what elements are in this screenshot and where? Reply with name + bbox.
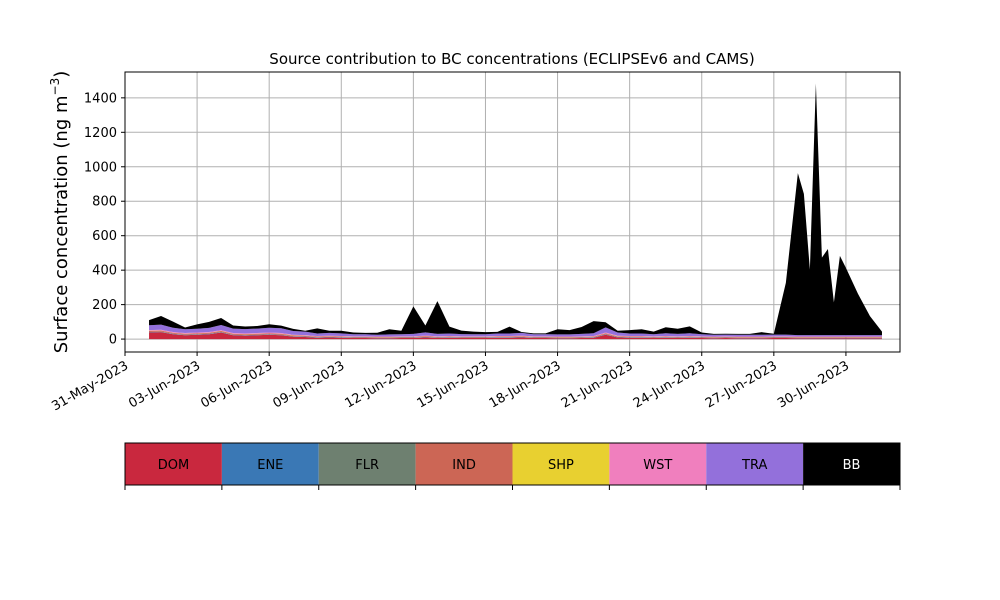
stacked-areas — [149, 83, 882, 340]
y-tick-label: 1000 — [84, 160, 117, 175]
y-axis-label-main: Surface concentration (ng m — [51, 95, 72, 353]
y-tick-label: 200 — [92, 298, 117, 313]
x-tick-label: 06-Jun-2023 — [198, 358, 275, 411]
y-axis-label-exponent: −3 — [48, 78, 62, 96]
legend-label-dom: DOM — [158, 458, 189, 473]
legend-swatch-wst — [609, 443, 707, 485]
legend-swatch-flr — [318, 443, 416, 485]
legend-swatch-shp — [512, 443, 610, 485]
x-tick-label: 18-Jun-2023 — [487, 358, 564, 411]
x-tick-label: 31-May-2023 — [49, 358, 131, 414]
legend-swatch-dom — [125, 443, 222, 485]
legend-label-shp: SHP — [548, 458, 574, 473]
chart-title: Source contribution to BC concentrations… — [269, 50, 754, 68]
area-dom — [149, 332, 882, 340]
area-shp — [149, 330, 882, 338]
area-wst — [149, 329, 882, 338]
area-flr — [149, 331, 882, 338]
legend-swatch-ind — [415, 443, 513, 485]
y-axis-label: Surface concentration (ng m−3) — [48, 71, 72, 354]
area-bb — [149, 83, 882, 336]
y-tick-label: 0 — [109, 333, 117, 348]
x-tick-label: 30-Jun-2023 — [775, 358, 852, 411]
y-tick-label: 600 — [92, 229, 117, 244]
x-tick-label: 09-Jun-2023 — [270, 358, 347, 411]
legend-swatch-tra — [706, 443, 804, 485]
legend-label-wst: WST — [643, 458, 672, 473]
y-tick-label: 800 — [92, 195, 117, 210]
y-axis-label-close: ) — [51, 71, 72, 78]
legend-label-tra: TRA — [741, 458, 767, 473]
x-tick-label: 27-Jun-2023 — [703, 358, 780, 411]
x-axis: 31-May-202303-Jun-202306-Jun-202309-Jun-… — [49, 352, 852, 414]
x-tick-label: 12-Jun-2023 — [343, 358, 420, 411]
y-tick-label: 1200 — [84, 126, 117, 141]
legend-colorbar: DOM ENE FLR IND SHP WST TRA BB — [124, 442, 901, 490]
x-tick-label: 15-Jun-2023 — [415, 358, 492, 411]
legend-swatch-ene — [221, 443, 319, 485]
y-axis: 0 200 400 600 800 1000 1200 1400 — [84, 91, 125, 348]
x-tick-label: 24-Jun-2023 — [631, 358, 708, 411]
x-tick-label: 03-Jun-2023 — [126, 358, 203, 411]
y-tick-label: 1400 — [84, 91, 117, 106]
x-tick-label: 21-Jun-2023 — [559, 358, 636, 411]
area-tra — [149, 324, 882, 337]
grid — [124, 72, 900, 352]
legend-label-ind: IND — [452, 458, 476, 473]
legend-swatch-bb — [803, 443, 900, 485]
area-ind — [149, 330, 882, 338]
legend-label-flr: FLR — [355, 458, 379, 473]
y-tick-label: 400 — [92, 264, 117, 279]
legend-label-bb: BB — [843, 458, 861, 473]
plot-frame — [124, 71, 901, 353]
area-ene — [149, 331, 882, 339]
legend-label-ene: ENE — [257, 458, 283, 473]
